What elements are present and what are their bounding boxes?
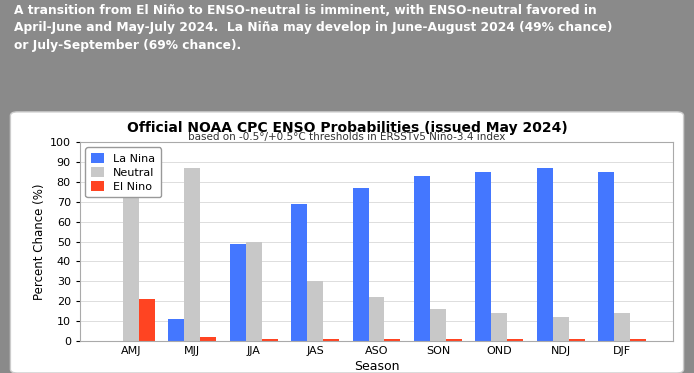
Text: Official NOAA CPC ENSO Probabilities (issued May 2024): Official NOAA CPC ENSO Probabilities (is…: [126, 121, 568, 135]
Bar: [323, 339, 339, 341]
Bar: [430, 309, 446, 341]
Bar: [475, 172, 491, 341]
Bar: [569, 339, 585, 341]
Bar: [369, 297, 384, 341]
Bar: [262, 339, 278, 341]
Bar: [614, 313, 630, 341]
Bar: [123, 184, 139, 341]
X-axis label: Season: Season: [354, 360, 399, 373]
Bar: [384, 339, 400, 341]
Text: based on -0.5°/+0.5°C thresholds in ERSSTv5 Niño-3.4 index: based on -0.5°/+0.5°C thresholds in ERSS…: [188, 132, 506, 142]
Bar: [139, 300, 155, 341]
Bar: [507, 339, 523, 341]
Bar: [553, 317, 569, 341]
Bar: [537, 168, 553, 341]
Bar: [353, 188, 369, 341]
Bar: [184, 168, 200, 341]
Bar: [246, 242, 262, 341]
Bar: [598, 172, 614, 341]
Legend: La Nina, Neutral, El Nino: La Nina, Neutral, El Nino: [85, 147, 161, 197]
Bar: [168, 319, 184, 341]
Bar: [200, 337, 216, 341]
Bar: [491, 313, 507, 341]
Text: A transition from El Niño to ENSO-neutral is imminent, with ENSO-neutral favored: A transition from El Niño to ENSO-neutra…: [14, 4, 612, 52]
Y-axis label: Percent Chance (%): Percent Chance (%): [33, 183, 46, 300]
Bar: [291, 204, 307, 341]
Bar: [230, 244, 246, 341]
Bar: [307, 281, 323, 341]
Bar: [446, 339, 462, 341]
Bar: [630, 339, 646, 341]
Bar: [414, 176, 430, 341]
